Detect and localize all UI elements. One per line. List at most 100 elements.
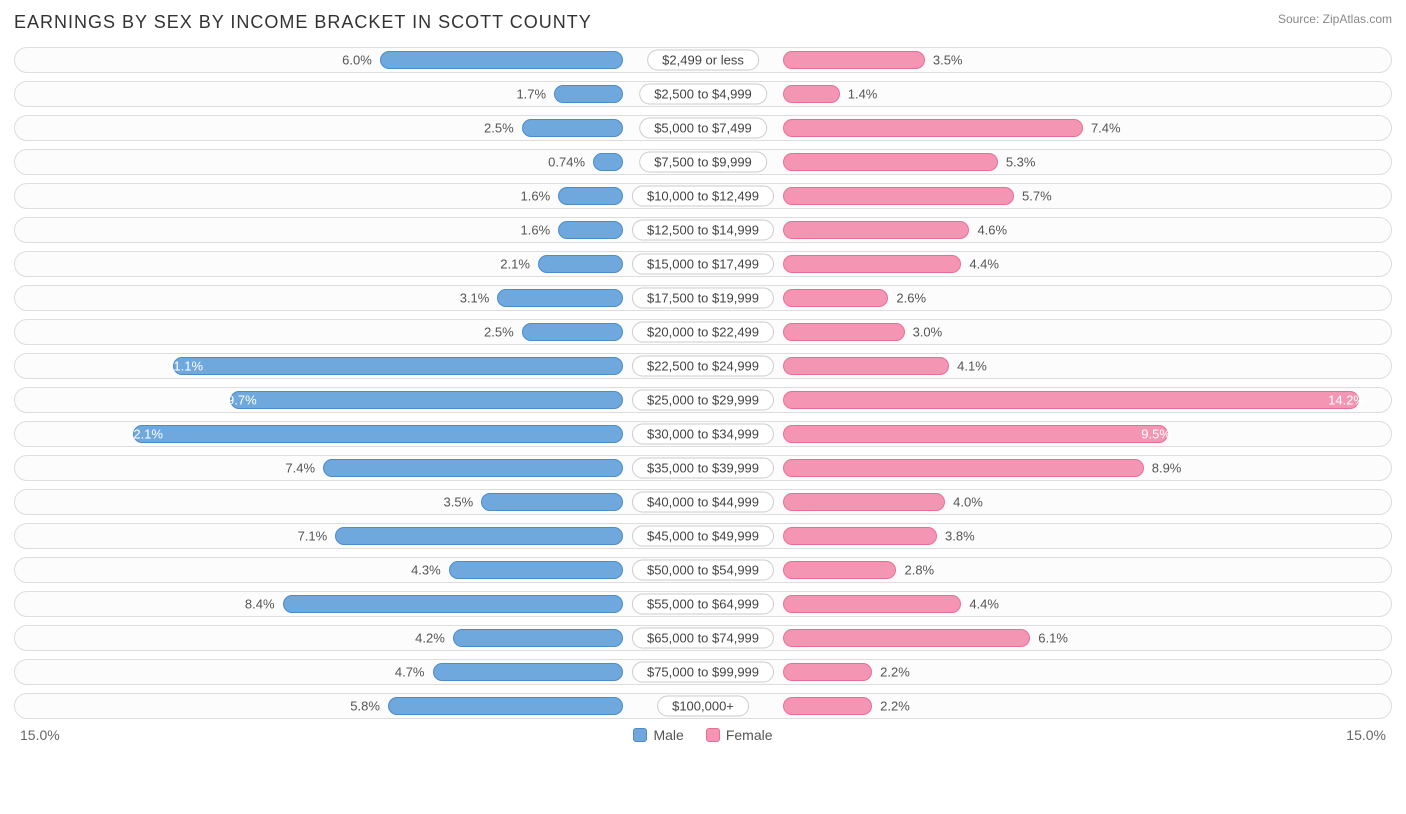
- bracket-label: $17,500 to $19,999: [632, 288, 774, 309]
- pct-label-female: 3.8%: [945, 529, 975, 544]
- header: EARNINGS BY SEX BY INCOME BRACKET IN SCO…: [14, 12, 1392, 33]
- chart-row: 1.6% 5.7% $10,000 to $12,499: [14, 183, 1392, 209]
- bar-female: [783, 357, 949, 375]
- source-attribution: Source: ZipAtlas.com: [1278, 12, 1392, 26]
- bar-female: [783, 629, 1030, 647]
- bracket-label: $22,500 to $24,999: [632, 356, 774, 377]
- bar-male: [283, 595, 623, 613]
- chart-row: 1.7% 1.4% $2,500 to $4,999: [14, 81, 1392, 107]
- pct-label-female: 2.8%: [904, 563, 934, 578]
- legend-label-male: Male: [653, 727, 683, 743]
- pct-label-male: 4.7%: [395, 665, 425, 680]
- bar-male: [554, 85, 623, 103]
- chart-row: 9.7%14.2%$25,000 to $29,999: [14, 387, 1392, 413]
- pct-label-male: 1.6%: [521, 189, 551, 204]
- pct-label-female: 4.1%: [957, 359, 987, 374]
- pct-label-female: 5.7%: [1022, 189, 1052, 204]
- chart-row: 11.1%4.1%$22,500 to $24,999: [14, 353, 1392, 379]
- bracket-label: $35,000 to $39,999: [632, 458, 774, 479]
- bar-male: [538, 255, 623, 273]
- bracket-label: $75,000 to $99,999: [632, 662, 774, 683]
- bar-female: [783, 153, 998, 171]
- pct-label-male: 2.1%: [500, 257, 530, 272]
- chart-row: 4.7%2.2%$75,000 to $99,999: [14, 659, 1392, 685]
- bar-male: [449, 561, 623, 579]
- bracket-label: $2,500 to $4,999: [639, 84, 767, 105]
- bar-male: [433, 663, 624, 681]
- axis-label-right: 15.0%: [1346, 727, 1386, 743]
- bar-female: [783, 119, 1083, 137]
- bracket-label: $20,000 to $22,499: [632, 322, 774, 343]
- bar-female: [783, 527, 937, 545]
- pct-label-male: 5.8%: [350, 699, 380, 714]
- pct-label-female: 3.5%: [933, 53, 963, 68]
- bar-male: [481, 493, 623, 511]
- bracket-label: $10,000 to $12,499: [632, 186, 774, 207]
- bar-female: [783, 697, 872, 715]
- chart-area: 6.0%3.5%$2,499 or less1.7%1.4%$2,500 to …: [14, 47, 1392, 719]
- bar-male: [133, 425, 623, 443]
- pct-label-female: 9.5%: [1141, 427, 1171, 442]
- pct-label-male: 2.5%: [484, 121, 514, 136]
- legend-item-male: Male: [633, 727, 683, 743]
- bracket-label: $30,000 to $34,999: [632, 424, 774, 445]
- bracket-label: $40,000 to $44,999: [632, 492, 774, 513]
- bar-male: [558, 221, 623, 239]
- bar-male: [497, 289, 623, 307]
- swatch-male: [633, 728, 647, 742]
- bar-male: [173, 357, 623, 375]
- pct-label-male: 12.1%: [126, 427, 163, 442]
- chart-title: EARNINGS BY SEX BY INCOME BRACKET IN SCO…: [14, 12, 592, 33]
- bracket-label: $65,000 to $74,999: [632, 628, 774, 649]
- chart-row: 7.4%8.9%$35,000 to $39,999: [14, 455, 1392, 481]
- bar-female: [783, 663, 872, 681]
- pct-label-male: 1.6%: [521, 223, 551, 238]
- legend-item-female: Female: [706, 727, 773, 743]
- axis-label-left: 15.0%: [20, 727, 60, 743]
- pct-label-male: 4.2%: [415, 631, 445, 646]
- pct-label-male: 3.5%: [444, 495, 474, 510]
- pct-label-female: 4.0%: [953, 495, 983, 510]
- pct-label-male: 6.0%: [342, 53, 372, 68]
- pct-label-female: 2.2%: [880, 699, 910, 714]
- pct-label-male: 7.1%: [298, 529, 328, 544]
- bracket-label: $12,500 to $14,999: [632, 220, 774, 241]
- bar-female: [783, 51, 925, 69]
- bar-male: [230, 391, 623, 409]
- bar-female: [783, 255, 961, 273]
- pct-label-male: 1.7%: [516, 87, 546, 102]
- legend: Male Female: [633, 727, 772, 743]
- pct-label-female: 1.4%: [848, 87, 878, 102]
- pct-label-female: 2.6%: [896, 291, 926, 306]
- bar-female: [783, 493, 945, 511]
- pct-label-male: 2.5%: [484, 325, 514, 340]
- legend-label-female: Female: [726, 727, 773, 743]
- pct-label-male: 4.3%: [411, 563, 441, 578]
- bar-female: [783, 459, 1144, 477]
- chart-row: 2.5%3.0%$20,000 to $22,499: [14, 319, 1392, 345]
- bar-female: [783, 187, 1014, 205]
- pct-label-female: 7.4%: [1091, 121, 1121, 136]
- bracket-label: $55,000 to $64,999: [632, 594, 774, 615]
- bar-female: [783, 221, 969, 239]
- chart-row: 6.0%3.5%$2,499 or less: [14, 47, 1392, 73]
- bracket-label: $100,000+: [657, 696, 749, 717]
- pct-label-female: 4.4%: [969, 597, 999, 612]
- chart-row: 0.74%5.3%$7,500 to $9,999: [14, 149, 1392, 175]
- bar-male: [380, 51, 623, 69]
- chart-row: 3.5% 4.0% $40,000 to $44,999: [14, 489, 1392, 515]
- pct-label-male: 0.74%: [548, 155, 585, 170]
- chart-row: 4.3%2.8%$50,000 to $54,999: [14, 557, 1392, 583]
- swatch-female: [706, 728, 720, 742]
- pct-label-female: 4.4%: [969, 257, 999, 272]
- bar-male: [335, 527, 623, 545]
- bar-male: [558, 187, 623, 205]
- chart-row: 2.1%4.4%$15,000 to $17,499: [14, 251, 1392, 277]
- chart-row: 5.8% 2.2% $100,000+: [14, 693, 1392, 719]
- pct-label-male: 3.1%: [460, 291, 490, 306]
- bar-female: [783, 85, 840, 103]
- chart-row: 3.1% 2.6% $17,500 to $19,999: [14, 285, 1392, 311]
- bar-male: [522, 323, 623, 341]
- bracket-label: $45,000 to $49,999: [632, 526, 774, 547]
- chart-row: 12.1% 9.5% $30,000 to $34,999: [14, 421, 1392, 447]
